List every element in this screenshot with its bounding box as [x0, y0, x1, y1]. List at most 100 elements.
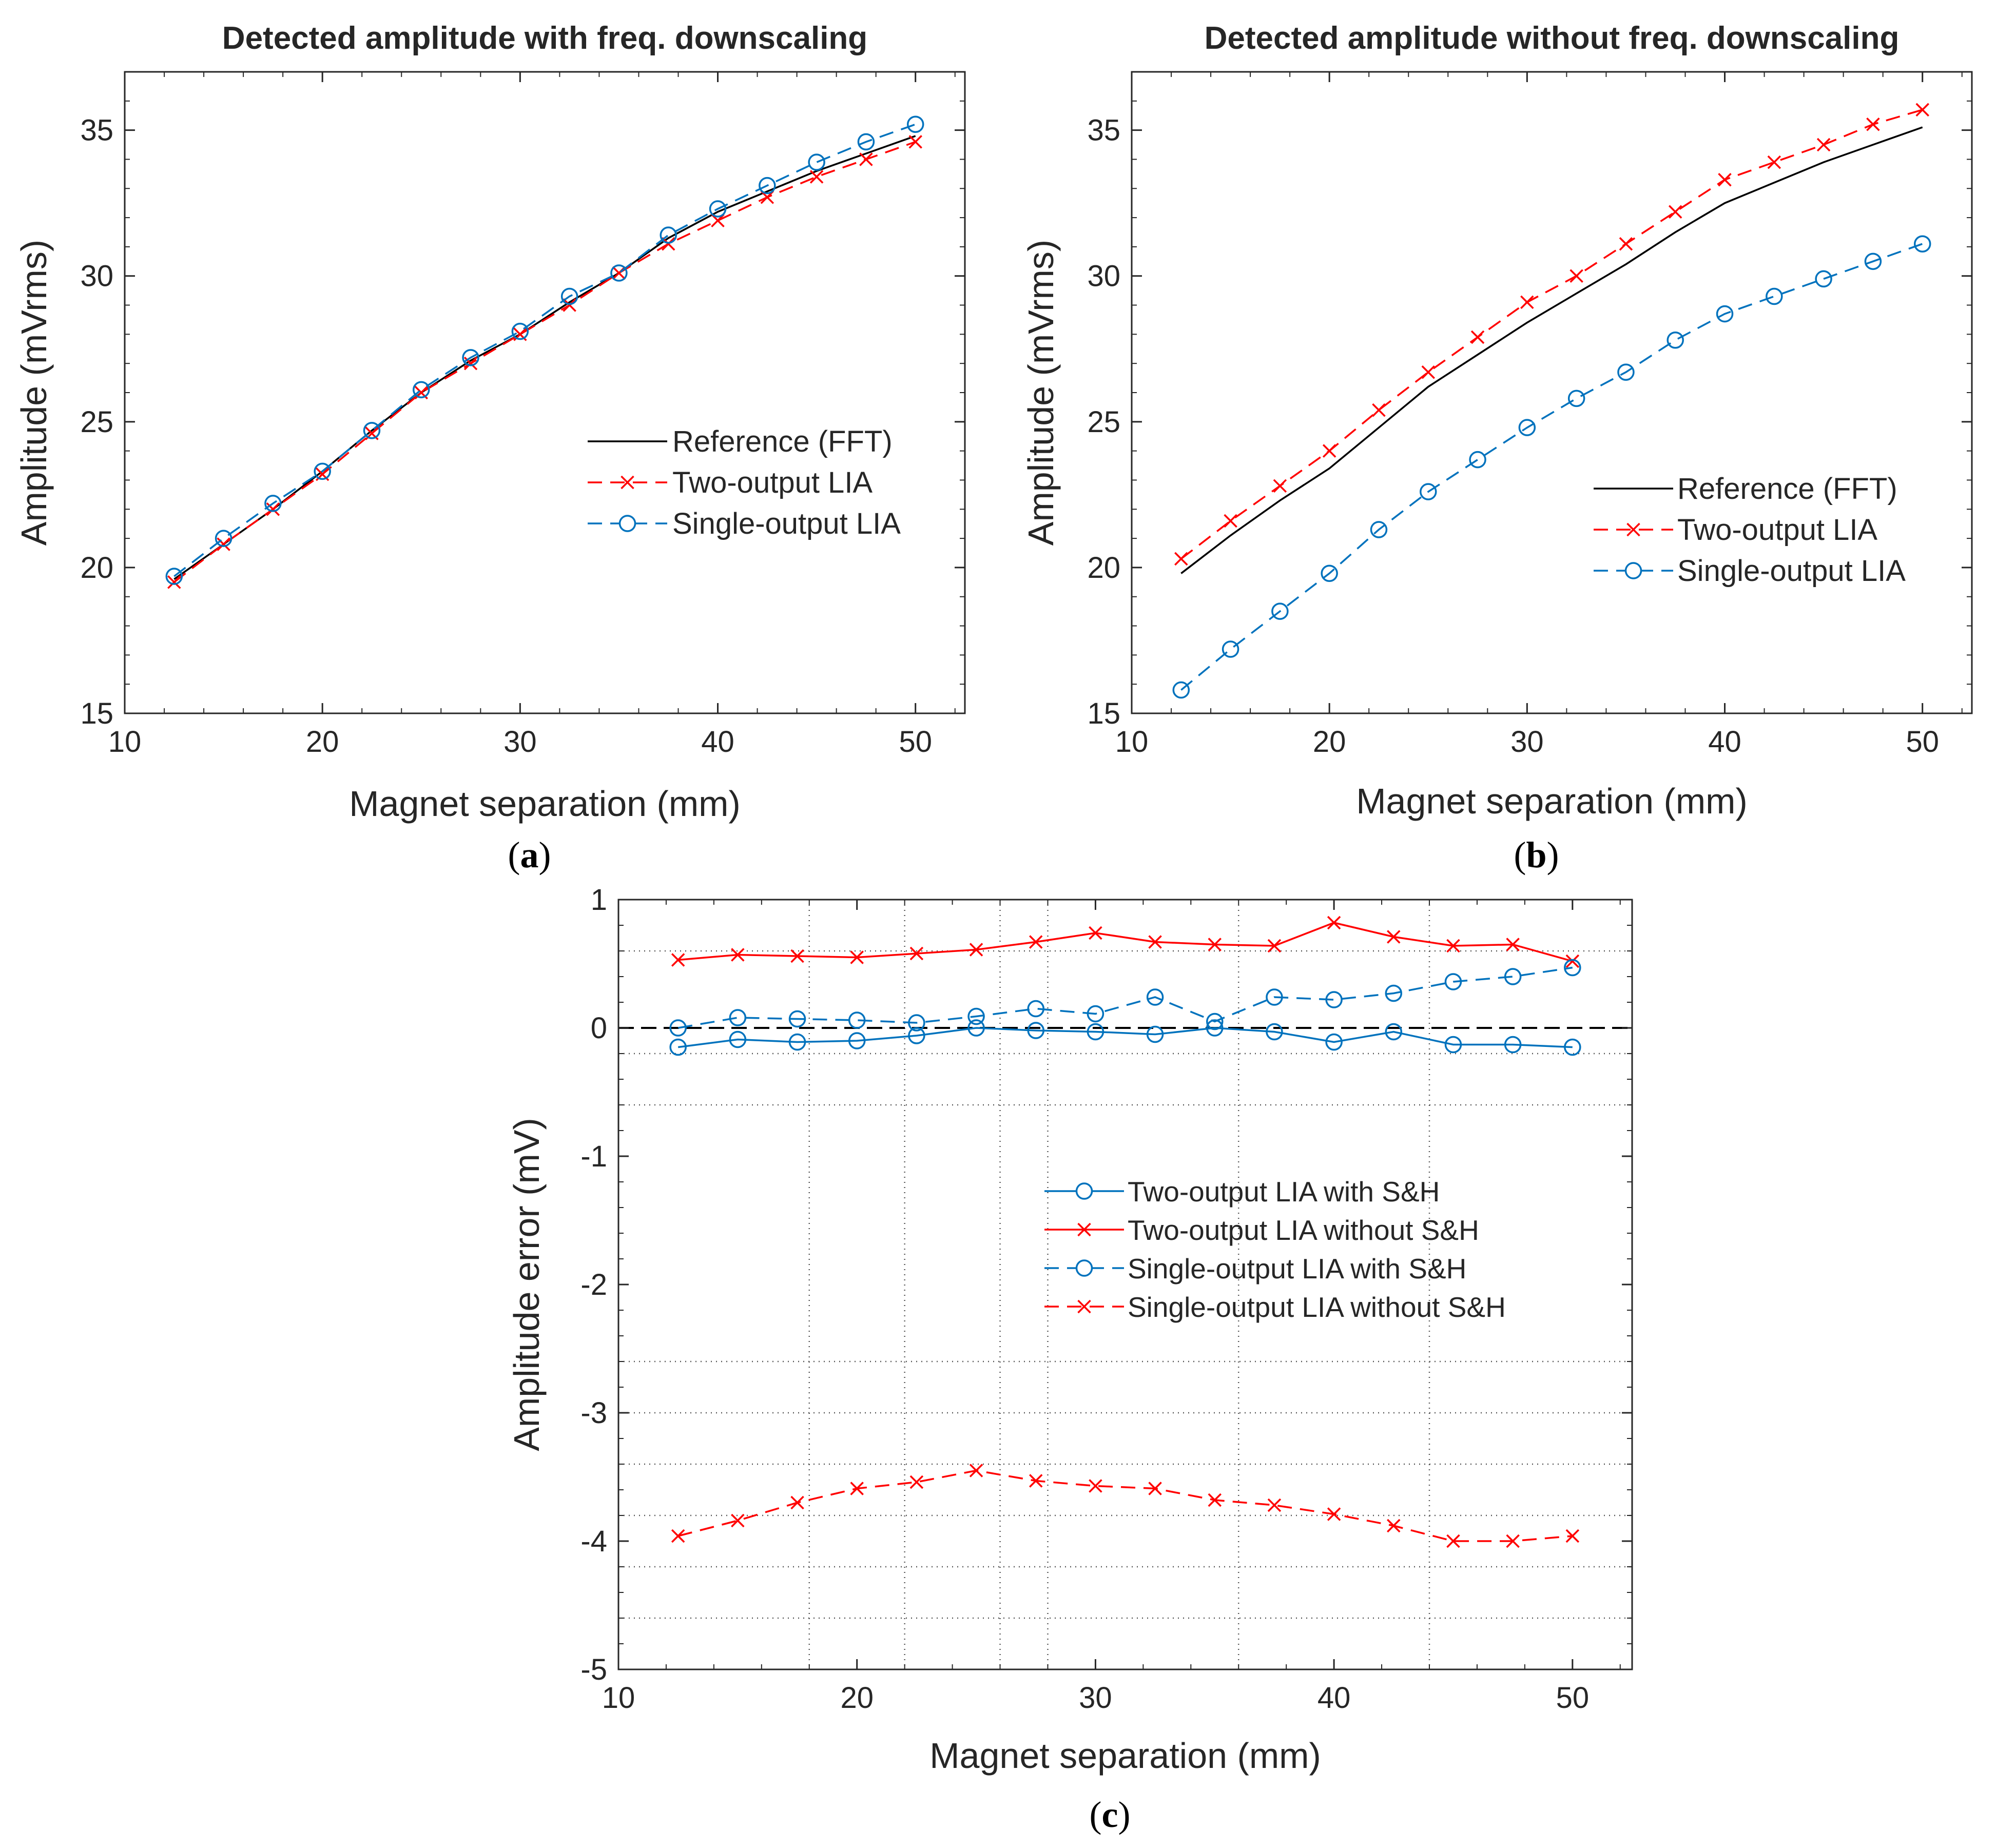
panel-c-series-3-point-10 [1267, 1498, 1282, 1512]
panel-a-series-2-point-10 [660, 226, 677, 244]
panel-b-series-2-point-9 [1617, 363, 1635, 381]
panel-b-series-2-point-13 [1815, 270, 1832, 288]
panel-a-series-2-point-5 [413, 381, 430, 399]
panel-c-series-1-point-7 [1089, 926, 1102, 940]
panel-a-series-2-point-6 [462, 349, 479, 366]
panel-b-series-2-point-7 [1518, 419, 1536, 436]
panel-c-series-0-point-14 [1504, 1036, 1522, 1054]
panel-b-series-0 [1180, 126, 1923, 574]
panel-c-series-1-point-13 [1446, 939, 1460, 953]
panel-c-series-2-point-5 [967, 1007, 985, 1025]
panel-c-legend-label-3: Single-output LIA without S&H [1128, 1291, 1506, 1323]
panel-c-xlabel: Magnet separation (mm) [929, 1736, 1321, 1776]
panel-c-plot-area [618, 900, 1632, 1669]
panel-c-series-1-point-4 [909, 946, 924, 961]
panel-b-plot-area [1132, 72, 1972, 713]
panel-b-series-1-point-4 [1372, 403, 1386, 417]
panel-c-series-2-point-0 [669, 1019, 687, 1037]
panel-c-xtick-label-0: 10 [602, 1681, 635, 1715]
panel-c-series-1 [671, 916, 1580, 968]
panel-c-series-0-point-1 [729, 1030, 747, 1048]
panel-c-xtick-label-1: 20 [840, 1681, 874, 1715]
panel-c-series-1-point-11 [1327, 916, 1341, 930]
panel-c-ylabel: Amplitude error (mV) [507, 1118, 547, 1451]
panel-a-legend-label-2: Single-output LIA [672, 507, 901, 540]
panel-b-series-2-point-6 [1469, 451, 1486, 469]
panel-a-series-1-point-13 [809, 170, 824, 184]
panel-b-series-0-line [1180, 126, 1923, 574]
panel-b-series-1-point-7 [1520, 295, 1534, 309]
panel-c-ytick-label-5: 0 [591, 1011, 607, 1045]
panel-c-series-3-point-7 [1089, 1479, 1102, 1493]
panel-c-series-1-point-0 [671, 953, 685, 967]
panel-c-series-0-point-12 [1385, 1023, 1403, 1041]
panel-a-series-2-point-1 [215, 530, 232, 547]
panel-b-series-2-point-10 [1666, 331, 1684, 349]
panel-a: 10 20 30 40 50 15 20 25 30 35 Detected amplitude w… [14, 21, 966, 876]
panel-c-series-3-point-8 [1148, 1482, 1162, 1495]
panel-a-plot-area [125, 72, 965, 713]
panel-c-series-2-point-9 [1206, 1013, 1224, 1030]
panel-c-caption: (c) [1090, 1794, 1131, 1835]
panel-c-series-0-point-13 [1444, 1036, 1462, 1054]
panel-c-series-3-point-12 [1387, 1519, 1401, 1533]
panel-b-ytick-label-2: 25 [1087, 405, 1120, 439]
panel-b-xtick-label-2: 30 [1510, 725, 1544, 758]
panel-c-series-3-point-14 [1506, 1534, 1520, 1548]
panel-b-series-2-point-0 [1172, 681, 1190, 699]
panel-b-xlabel: Magnet separation (mm) [1356, 781, 1748, 821]
panel-b-title: Detected amplitude without freq. downsca… [1205, 21, 1900, 56]
panel-b-series-1-point-14 [1866, 118, 1880, 131]
panel-b-legend-marker-1 [1626, 522, 1640, 537]
panel-b-xtick-label-0: 10 [1115, 725, 1149, 758]
panel-a-series-2-line [173, 123, 916, 577]
panel-b-series-2-point-8 [1567, 390, 1585, 407]
panel-c-series-1-point-8 [1148, 935, 1162, 949]
panel-b: 10 20 30 40 50 15 20 25 30 35 Detected amplitude w… [1021, 21, 1973, 876]
panel-c-series-2-point-8 [1146, 988, 1164, 1006]
panel-c-legend-label-1: Two-output LIA without S&H [1128, 1214, 1479, 1246]
panel-c-series-1-point-2 [790, 949, 804, 963]
panel-b-series-1-point-11 [1718, 172, 1732, 187]
panel-c-series-0-point-7 [1087, 1023, 1104, 1041]
panel-b-series-2-point-4 [1370, 521, 1388, 538]
panel-c-xtick-label-2: 30 [1079, 1681, 1112, 1715]
panel-c-ytick-label-6: 1 [591, 883, 607, 917]
panel-c-series-0-point-15 [1564, 1038, 1581, 1056]
panel-c-series-3-point-15 [1565, 1529, 1580, 1543]
panel-c-series-3-point-9 [1208, 1493, 1222, 1507]
panel-c-series-2-point-7 [1087, 1005, 1104, 1023]
panel-c-series-2-point-13 [1444, 973, 1462, 990]
panel-b-legend-label-1: Two-output LIA [1677, 513, 1877, 547]
panel-b-legend-marker-2 [1624, 562, 1642, 579]
panel-b-legend-label-2: Single-output LIA [1677, 554, 1906, 588]
panel-c-series-3 [671, 1464, 1580, 1548]
panel-b-ytick-label-3: 30 [1087, 260, 1120, 293]
panel-a-series-2-point-7 [511, 322, 529, 340]
panel-c-series-3-point-2 [790, 1495, 804, 1510]
panel-a-legend: Reference (FFT) Two-output LIA Single-outp… [588, 425, 901, 540]
panel-c-series-2-point-6 [1027, 1000, 1044, 1018]
panel-a-series-2-point-0 [165, 568, 183, 585]
panel-a-series-1-point-8 [563, 298, 576, 312]
panel-b-series-1-point-12 [1767, 155, 1781, 169]
panel-a-xtick-label-1: 20 [306, 725, 339, 758]
panel-c-xtick-label-3: 40 [1317, 1681, 1351, 1715]
panel-b-series-2-point-12 [1766, 287, 1783, 305]
panel-c-series-1-point-5 [969, 943, 983, 957]
panel-c-series-2-point-4 [908, 1014, 925, 1032]
panel-c-series-0-point-0 [669, 1038, 687, 1056]
panel-a-ylabel: Amplitude (mVrms) [14, 240, 54, 546]
panel-a-series-1-point-11 [711, 213, 725, 228]
panel-c-series-3-point-1 [731, 1513, 745, 1528]
panel-c-legend-label-2: Single-output LIA with S&H [1128, 1253, 1466, 1285]
panel-c-xtick-label-4: 50 [1556, 1681, 1590, 1715]
panel-b-series-1-point-3 [1322, 444, 1336, 458]
panel-c-series-1-line [678, 922, 1573, 962]
panel-b-legend: Reference (FFT) Two-output LIA Single-outp… [1594, 472, 1906, 588]
panel-c: 10 20 30 40 50 -5 -4 -3 -2 -1 0 1 Magnet separation … [507, 883, 1633, 1835]
panel-b-series-2-point-14 [1864, 252, 1882, 270]
panel-a-legend-marker-2 [618, 515, 636, 532]
panel-c-ytick-label-4: -1 [580, 1140, 607, 1173]
